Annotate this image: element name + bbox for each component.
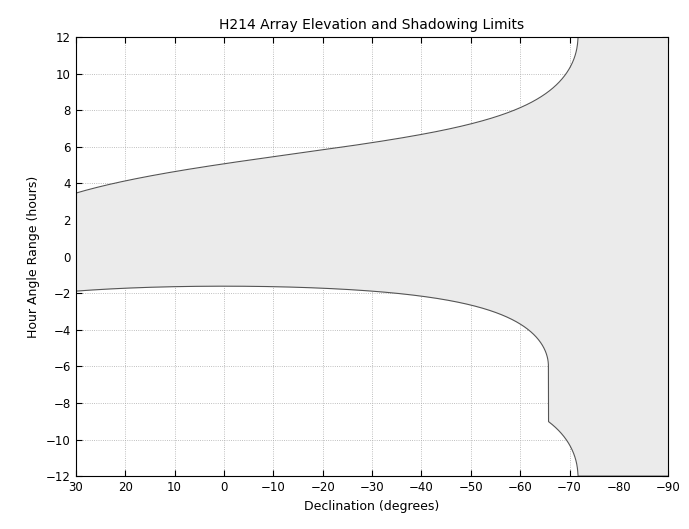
X-axis label: Declination (degrees): Declination (degrees) <box>305 499 440 513</box>
Y-axis label: Hour Angle Range (hours): Hour Angle Range (hours) <box>28 176 41 338</box>
Title: H214 Array Elevation and Shadowing Limits: H214 Array Elevation and Shadowing Limit… <box>220 17 524 32</box>
